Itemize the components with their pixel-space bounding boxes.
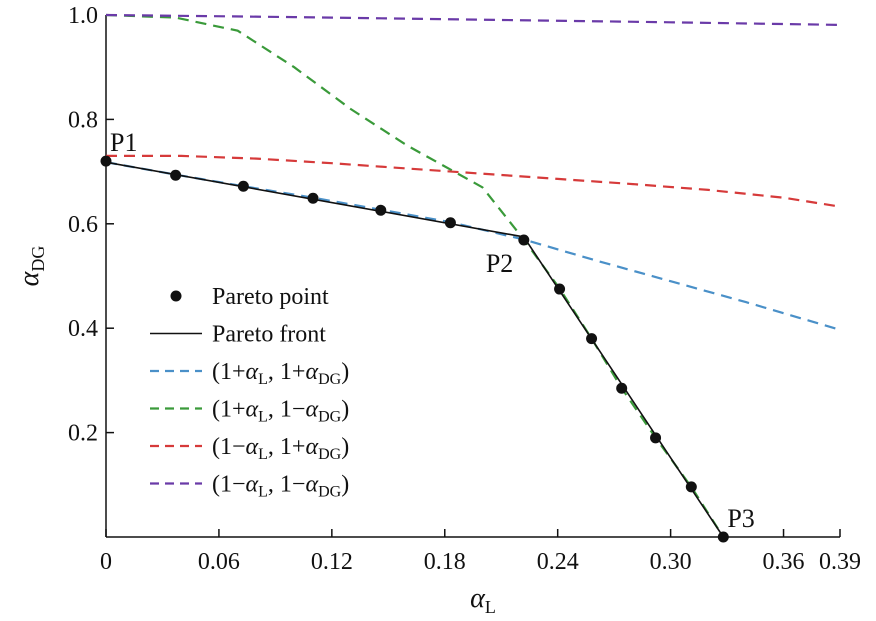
legend-marker [170, 290, 182, 302]
legend-label: (1−αL, 1+αDG) [212, 434, 349, 463]
pareto-point [616, 382, 628, 394]
y-tick-label: 0.4 [68, 316, 98, 342]
axes: 0 0.06 0.12 0.18 0.24 0.30 0.36 0.39 0.2 0.4 0.6 0.… [14, 3, 861, 617]
y-tick-label: 0.6 [68, 212, 98, 238]
pareto-point [650, 432, 662, 444]
pareto-point [586, 333, 598, 345]
pareto-point [237, 180, 249, 192]
pareto-point [554, 283, 566, 295]
series-4-line [105, 13, 841, 26]
y-tick-label: 1.0 [68, 3, 98, 29]
y-axis-label: αDG [14, 246, 48, 287]
x-tick-label: 0.39 [819, 549, 861, 575]
legend-label: Pareto point [212, 284, 329, 310]
pareto-point [100, 155, 112, 167]
x-axis-label: αL [470, 583, 496, 617]
pareto-point [375, 204, 387, 216]
y-tick-label: 0.2 [68, 421, 98, 447]
pareto-front-line [105, 161, 724, 538]
legend-label: (1+αL, 1+αDG) [212, 359, 349, 388]
x-tick-label: 0.12 [311, 549, 353, 575]
annotation-p3: P3 [727, 504, 754, 533]
legend-label: Pareto front [212, 322, 326, 348]
annotation-p1: P1 [110, 128, 137, 157]
series-layer [100, 13, 841, 543]
pareto-point [717, 531, 729, 543]
annotation-layer: P1 P2 P3 [110, 128, 755, 533]
x-tick-label: 0.06 [198, 549, 240, 575]
series-2-line [105, 13, 725, 538]
legend: Pareto point Pareto front (1+αL, 1+αDG) (1+… [150, 284, 349, 501]
x-tick-label: 0.18 [424, 549, 466, 575]
x-tick-label: 0.36 [763, 549, 805, 575]
pareto-point [307, 192, 319, 204]
legend-label: (1+αL, 1−αDG) [212, 397, 349, 426]
legend-label: (1−αL, 1−αDG) [212, 472, 349, 501]
pareto-point [170, 169, 182, 181]
pareto-point [685, 481, 697, 493]
y-tick-label: 0.8 [68, 107, 98, 133]
x-tick-label: 0.24 [537, 549, 579, 575]
pareto-point [518, 234, 530, 246]
annotation-p2: P2 [486, 249, 513, 278]
pareto-point [444, 217, 456, 229]
x-tick-label: 0.30 [650, 549, 692, 575]
x-tick-label: 0 [100, 549, 112, 575]
